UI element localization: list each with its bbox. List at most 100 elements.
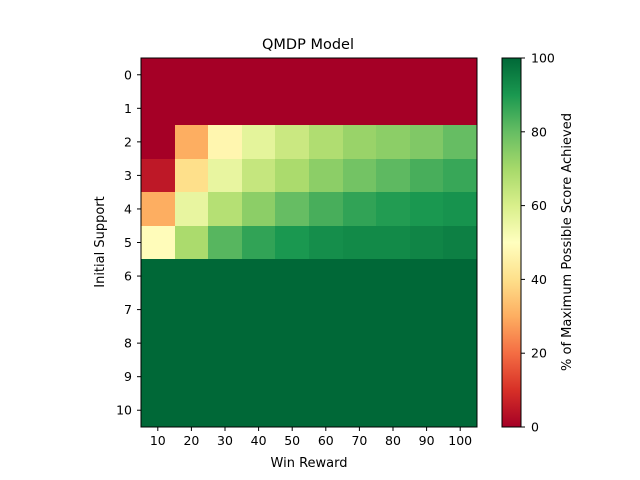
heatmap-cell — [208, 393, 242, 427]
heatmap-cell — [443, 226, 477, 259]
heatmap-cell — [376, 259, 410, 293]
heatmap-cell — [208, 293, 242, 326]
heatmap-cell — [309, 326, 343, 360]
heatmap-cell — [343, 58, 376, 92]
heatmap-cell — [410, 92, 443, 125]
heatmap-cell — [410, 125, 443, 159]
heatmap-cell — [343, 393, 376, 427]
heatmap-cell — [208, 92, 242, 125]
heatmap-cell — [175, 259, 208, 293]
heatmap-cell — [443, 360, 477, 393]
colorbar — [501, 57, 522, 428]
x-tick-label: 50 — [284, 433, 300, 448]
heatmap-cell — [309, 58, 343, 92]
heatmap-cell — [175, 125, 208, 159]
x-tick-label: 30 — [217, 433, 233, 448]
x-tick-label: 60 — [318, 433, 334, 448]
heatmap-cell — [242, 293, 275, 326]
heatmap-cell — [376, 159, 410, 192]
heatmap-cell — [443, 58, 477, 92]
x-tick-label: 20 — [183, 433, 199, 448]
y-tick-label: 1 — [124, 101, 132, 116]
heatmap-cell — [275, 293, 309, 326]
heatmap-cell — [141, 360, 175, 393]
heatmap-cell — [309, 125, 343, 159]
colorbar-label: % of Maximum Possible Score Achieved — [560, 113, 575, 371]
x-axis-label: Win Reward — [271, 456, 348, 471]
heatmap-cell — [242, 92, 275, 125]
heatmap-cell — [141, 259, 175, 293]
colorbar-tick-label: 100 — [531, 51, 555, 66]
heatmap-cell — [175, 92, 208, 125]
heatmap-cell — [309, 159, 343, 192]
heatmap-cell — [376, 360, 410, 393]
heatmap-cell — [376, 226, 410, 259]
y-tick-label: 8 — [124, 336, 132, 351]
heatmap-cell — [141, 293, 175, 326]
x-tick-label: 90 — [419, 433, 435, 448]
heatmap-cell — [410, 393, 443, 427]
heatmap-cell — [175, 192, 208, 226]
heatmap-cell — [343, 360, 376, 393]
x-tick-label: 70 — [351, 433, 367, 448]
heatmap-cell — [208, 226, 242, 259]
y-axis-ticks: 0 1 2 3 4 5 6 7 8 9 10 — [116, 67, 141, 418]
colorbar-tick-label: 60 — [531, 198, 547, 213]
heatmap-cell — [309, 360, 343, 393]
heatmap-cell — [343, 159, 376, 192]
heatmap-cell — [175, 360, 208, 393]
heatmap-cell — [410, 360, 443, 393]
heatmap-cell — [410, 326, 443, 360]
heatmap-cell — [141, 192, 175, 226]
x-tick-label: 10 — [150, 433, 166, 448]
heatmap-cell — [309, 192, 343, 226]
heatmap-cell — [343, 192, 376, 226]
heatmap-cell — [309, 226, 343, 259]
heatmap-cell — [275, 192, 309, 226]
heatmap-cell — [376, 293, 410, 326]
heatmap-cell — [309, 259, 343, 293]
y-tick-label: 6 — [124, 269, 132, 284]
heatmap-cell — [376, 326, 410, 360]
heatmap-cell — [343, 259, 376, 293]
heatmap-cell — [208, 159, 242, 192]
heatmap-cell — [309, 92, 343, 125]
heatmap-cell — [410, 192, 443, 226]
heatmap-cell — [242, 125, 275, 159]
heatmap-cell — [175, 326, 208, 360]
x-axis-ticks: 10 20 30 40 50 60 70 80 90 100 — [150, 427, 472, 448]
heatmap-cell — [175, 58, 208, 92]
heatmap-cell — [275, 326, 309, 360]
heatmap-cell — [208, 125, 242, 159]
heatmap-cell — [343, 293, 376, 326]
heatmap-cell — [141, 326, 175, 360]
y-tick-label: 0 — [124, 67, 132, 82]
heatmap-cell — [410, 226, 443, 259]
heatmap-cell — [275, 92, 309, 125]
y-tick-label: 7 — [124, 302, 132, 317]
heatmap-cell — [443, 293, 477, 326]
heatmap-cell — [376, 192, 410, 226]
heatmap-cell — [175, 293, 208, 326]
heatmap-cell — [443, 259, 477, 293]
heatmap-cell — [443, 92, 477, 125]
heatmap-cell — [410, 259, 443, 293]
heatmap-cell — [309, 293, 343, 326]
y-tick-label: 3 — [124, 168, 132, 183]
heatmap-cell — [443, 159, 477, 192]
heatmap-cells — [141, 58, 477, 427]
colorbar-tick-label: 80 — [531, 124, 547, 139]
heatmap-cell — [343, 125, 376, 159]
heatmap-cell — [410, 159, 443, 192]
heatmap-cell — [208, 326, 242, 360]
heatmap-cell — [141, 159, 175, 192]
y-tick-label: 2 — [124, 134, 132, 149]
heatmap-cell — [242, 226, 275, 259]
y-tick-label: 4 — [124, 201, 132, 216]
heatmap-cell — [275, 360, 309, 393]
heatmap-cell — [242, 159, 275, 192]
heatmap-cell — [242, 58, 275, 92]
y-tick-label: 5 — [124, 235, 132, 250]
heatmap-cell — [443, 125, 477, 159]
